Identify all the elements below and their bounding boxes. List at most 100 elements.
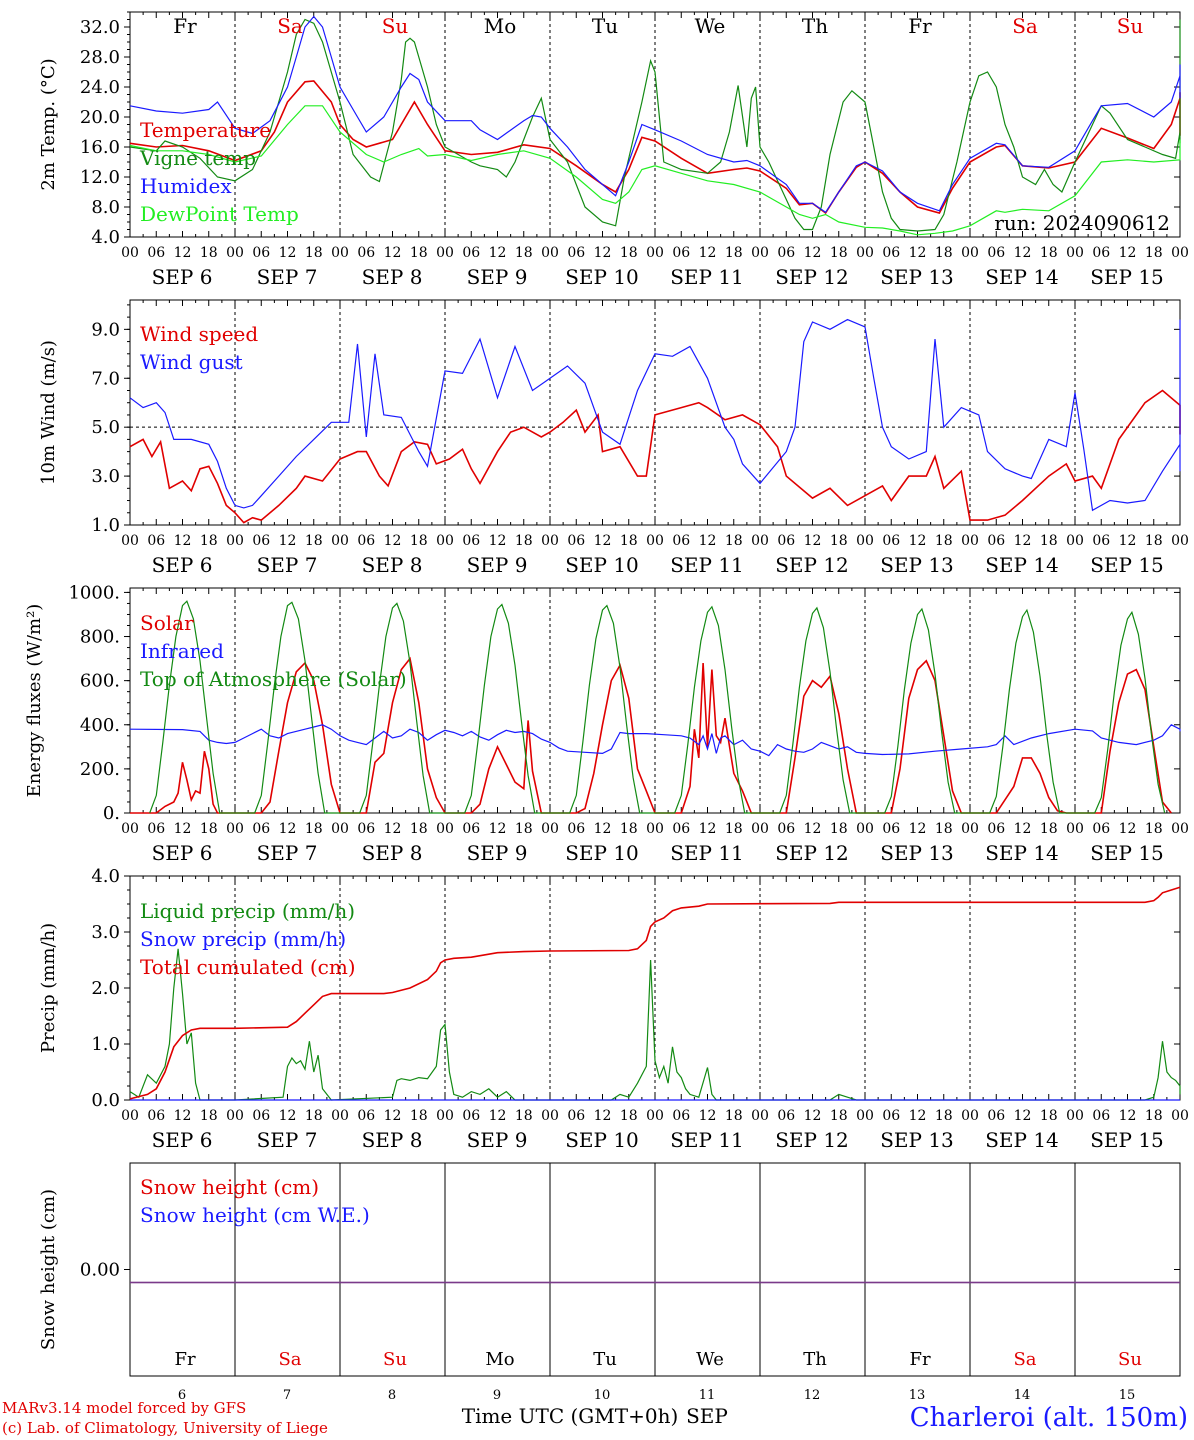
weekday-label: Mo <box>485 1349 514 1370</box>
weekday-label: Fr <box>174 1349 195 1370</box>
weekday-label: Th <box>802 14 828 38</box>
date-label: SEP 9 <box>467 265 528 289</box>
hour-label: 18 <box>1040 533 1058 549</box>
hour-label: 12 <box>174 245 192 261</box>
day-number-label: 14 <box>1014 1388 1031 1403</box>
hour-label: 06 <box>882 533 900 549</box>
date-label: SEP 13 <box>880 553 954 577</box>
hour-label: 12 <box>1119 245 1137 261</box>
legend-entry: Snow height (cm W.E.) <box>140 1203 370 1227</box>
hour-label: 18 <box>515 533 533 549</box>
date-label: SEP 12 <box>775 553 849 577</box>
hour-label: 06 <box>567 1108 585 1124</box>
day-number-label: 11 <box>699 1388 716 1403</box>
hour-label: 00 <box>1171 533 1189 549</box>
date-label: SEP 13 <box>880 1128 954 1152</box>
hour-label: 12 <box>384 1108 402 1124</box>
hour-label: 00 <box>1171 821 1189 837</box>
hour-label: 00 <box>961 821 979 837</box>
hour-label: 00 <box>226 245 244 261</box>
hour-label: 18 <box>515 1108 533 1124</box>
hour-label: 00 <box>1066 533 1084 549</box>
hour-label: 18 <box>830 821 848 837</box>
hour-label: 18 <box>725 245 743 261</box>
date-label: SEP 8 <box>362 553 423 577</box>
plot-frame <box>129 299 1181 526</box>
panel-2 <box>124 299 1181 526</box>
date-label: SEP 14 <box>985 841 1059 865</box>
hour-label: 06 <box>147 1108 165 1124</box>
series-line-top-of-atmosphere-solar- <box>149 600 1166 814</box>
hour-label: 00 <box>646 1108 664 1124</box>
date-label: SEP 15 <box>1090 553 1164 577</box>
day-number-label: 12 <box>804 1388 821 1403</box>
hour-label: 00 <box>961 533 979 549</box>
hour-label: 06 <box>252 821 270 837</box>
date-label: SEP 15 <box>1090 1128 1164 1152</box>
hour-label: 06 <box>672 533 690 549</box>
y-tick-label: 3.0 <box>91 922 120 943</box>
hour-label: 18 <box>200 821 218 837</box>
hour-label: 06 <box>1092 533 1110 549</box>
y-axis-title: 10m Wind (m/s) <box>38 340 59 485</box>
hour-label: 06 <box>987 821 1005 837</box>
weekday-label: We <box>696 1349 724 1370</box>
day-number-label: 7 <box>283 1388 291 1403</box>
legend-entry: Solar <box>140 611 194 635</box>
hour-label: 18 <box>935 1108 953 1124</box>
hour-label: 00 <box>331 245 349 261</box>
hour-label: 18 <box>410 1108 428 1124</box>
hour-label: 18 <box>935 533 953 549</box>
date-label: SEP 15 <box>1090 265 1164 289</box>
hour-label: 12 <box>279 1108 297 1124</box>
hour-label: 06 <box>357 1108 375 1124</box>
hour-label: 12 <box>594 1108 612 1124</box>
hour-label: 06 <box>357 245 375 261</box>
lab-credit: (c) Lab. of Climatology, University of L… <box>2 1419 328 1437</box>
hour-label: 18 <box>1040 821 1058 837</box>
y-tick-label: 8.0 <box>91 197 120 218</box>
hour-label: 12 <box>594 533 612 549</box>
date-label: SEP 7 <box>257 265 318 289</box>
hour-label: 18 <box>305 821 323 837</box>
hour-label: 06 <box>147 821 165 837</box>
weekday-label: Sa <box>277 14 303 38</box>
hour-label: 12 <box>594 245 612 261</box>
hour-label: 00 <box>856 821 874 837</box>
panel-series <box>129 15 1181 1284</box>
hour-label: 18 <box>200 533 218 549</box>
hour-label: 00 <box>331 821 349 837</box>
hour-label: 18 <box>200 245 218 261</box>
hour-label: 12 <box>699 245 717 261</box>
hour-label: 00 <box>121 533 139 549</box>
hour-label: 06 <box>567 245 585 261</box>
run-label: run: 2024090612 <box>994 211 1170 235</box>
hour-label: 00 <box>1171 245 1189 261</box>
y-tick-label: 12.0 <box>80 167 120 188</box>
hour-label: 18 <box>410 821 428 837</box>
series-line-wind-speed <box>129 389 1181 524</box>
legend-entry: Top of Atmosphere (Solar) <box>140 667 407 691</box>
legend-entry: Snow precip (mm/h) <box>140 927 346 951</box>
month-label: SEP <box>686 1404 728 1428</box>
weekday-label: Su <box>1118 1349 1142 1370</box>
y-tick-label: 3.0 <box>91 466 120 487</box>
y-tick-label: 600. <box>80 671 120 692</box>
hour-label: 00 <box>541 821 559 837</box>
date-label: SEP 9 <box>467 1128 528 1152</box>
hour-label: 06 <box>147 533 165 549</box>
y-tick-label: 800. <box>80 627 120 648</box>
weekday-label: Su <box>383 1349 407 1370</box>
hour-label: 00 <box>646 533 664 549</box>
date-label: SEP 14 <box>985 265 1059 289</box>
date-label: SEP 10 <box>565 1128 639 1152</box>
hour-label: 12 <box>279 821 297 837</box>
y-tick-label: 0. <box>103 803 120 824</box>
hour-label: 12 <box>909 533 927 549</box>
legend-entry: Snow height (cm) <box>140 1175 319 1199</box>
weekday-label: Mo <box>484 14 517 38</box>
hour-label: 00 <box>226 533 244 549</box>
hour-label: 12 <box>489 1108 507 1124</box>
hour-label: 00 <box>226 821 244 837</box>
hour-label: 06 <box>882 245 900 261</box>
